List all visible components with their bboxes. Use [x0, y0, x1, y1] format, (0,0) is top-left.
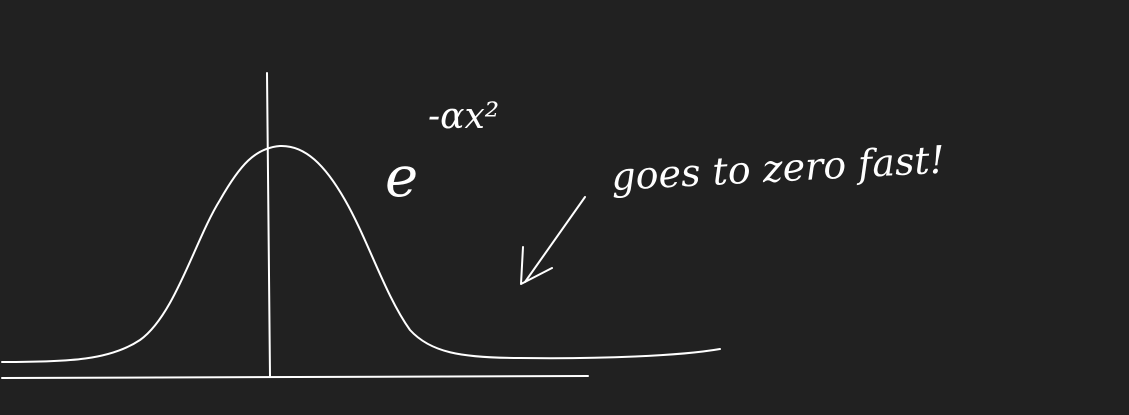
x-axis — [1, 375, 589, 379]
gaussian-curve — [1, 144, 721, 363]
arrow-icon — [520, 196, 586, 285]
y-axis — [266, 72, 271, 377]
formula-base: e — [385, 145, 418, 210]
formula-exponent: -αx² — [428, 96, 499, 137]
annotation-text: goes to zero fast! — [610, 138, 946, 199]
